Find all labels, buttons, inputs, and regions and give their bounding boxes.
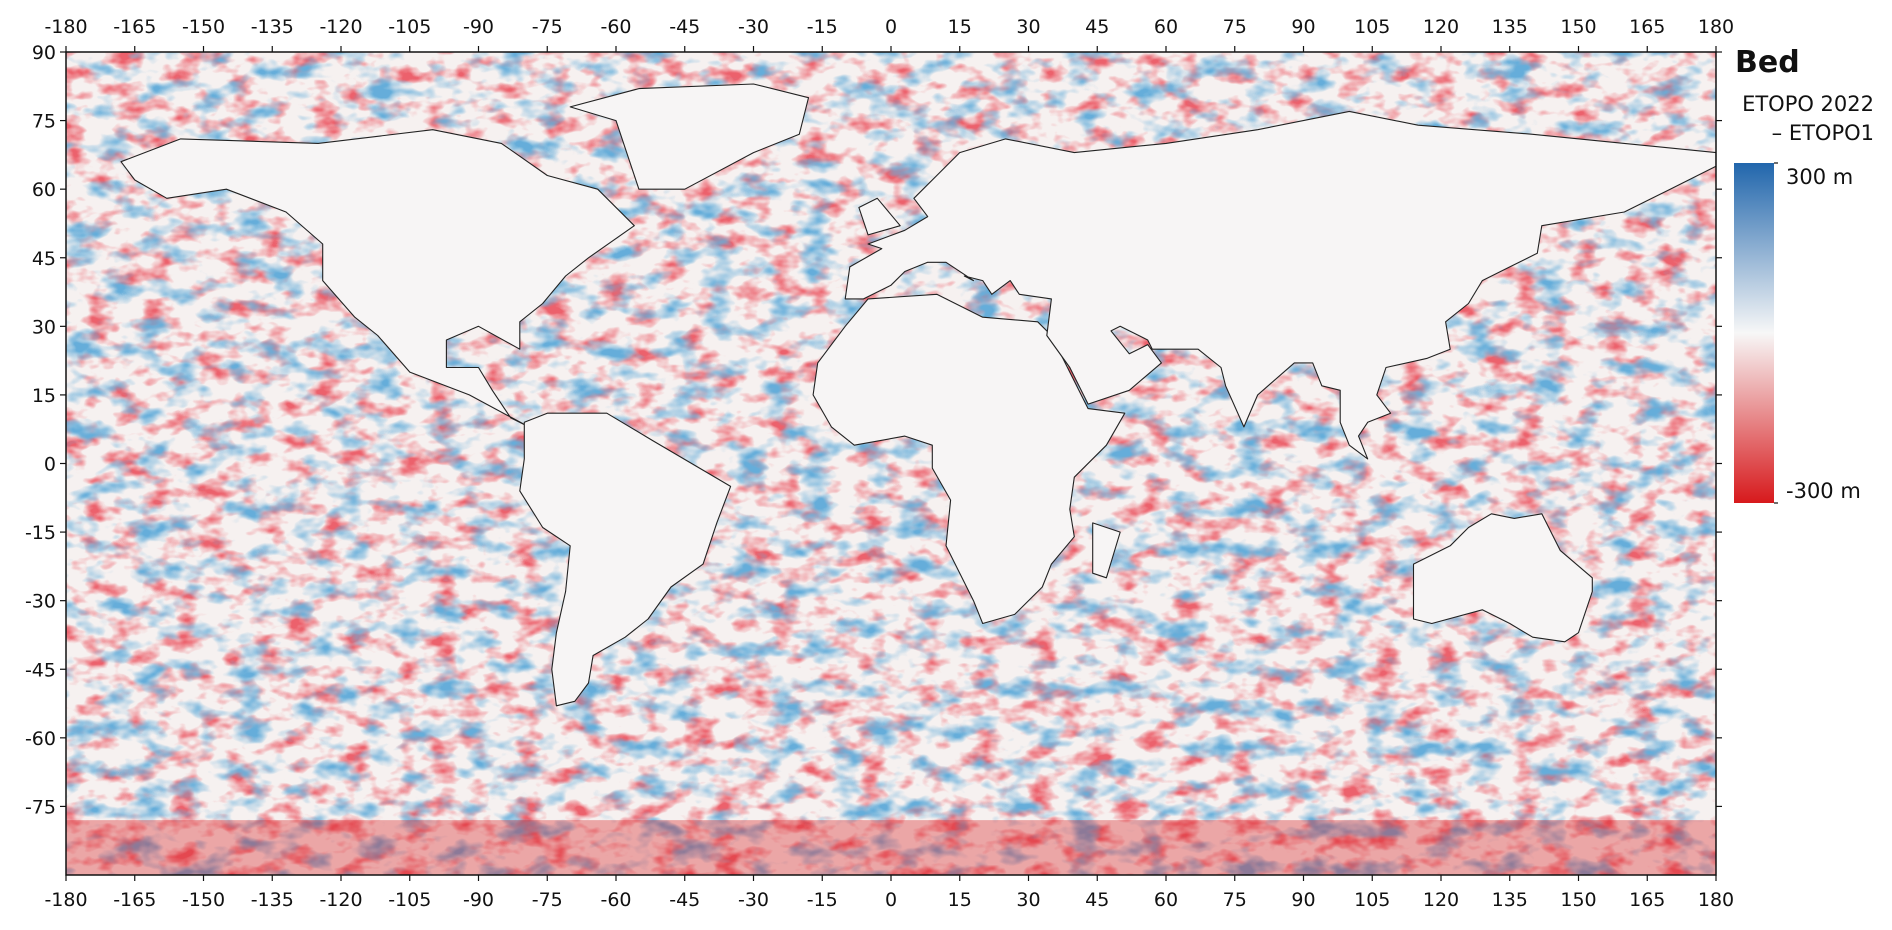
y-tick-label: -60 bbox=[25, 728, 56, 750]
x-tick-label-bottom: 120 bbox=[1423, 889, 1459, 911]
x-tick-label-bottom: 45 bbox=[1085, 889, 1109, 911]
x-tick-label-bottom: -135 bbox=[251, 889, 294, 911]
x-tick-label-bottom: -150 bbox=[182, 889, 225, 911]
x-tick-label-top: 45 bbox=[1085, 16, 1109, 38]
x-tick-label-top: 60 bbox=[1154, 16, 1178, 38]
x-tick-label-bottom: -15 bbox=[807, 889, 838, 911]
y-tick-label: -15 bbox=[25, 522, 56, 544]
x-tick-label-top: -135 bbox=[251, 16, 294, 38]
x-tick-label-bottom: 90 bbox=[1291, 889, 1315, 911]
x-tick-label-bottom: 165 bbox=[1629, 889, 1665, 911]
map-title: Bed bbox=[1735, 45, 1800, 80]
landmasses bbox=[66, 83, 1716, 875]
y-tick-label: 75 bbox=[32, 111, 56, 133]
x-tick-label-top: -150 bbox=[182, 16, 225, 38]
antarctic-band bbox=[66, 820, 1716, 875]
x-tick-label-top: 0 bbox=[885, 16, 897, 38]
x-tick-label-top: 180 bbox=[1698, 16, 1734, 38]
y-tick-label: 15 bbox=[32, 385, 56, 407]
x-tick-label-top: 75 bbox=[1223, 16, 1247, 38]
x-tick-label-bottom: -105 bbox=[388, 889, 431, 911]
x-tick-label-bottom: -30 bbox=[738, 889, 769, 911]
colorbar-tick-label: 300 m bbox=[1786, 165, 1853, 189]
landmass bbox=[1092, 522, 1121, 579]
landmass bbox=[812, 293, 1126, 625]
x-tick-label-bottom: 0 bbox=[885, 889, 897, 911]
y-tick-label: -75 bbox=[25, 796, 56, 818]
x-tick-label-bottom: -60 bbox=[600, 889, 631, 911]
y-tick-label: 90 bbox=[32, 42, 56, 64]
x-tick-label-top: -165 bbox=[113, 16, 156, 38]
y-tick-label: 60 bbox=[32, 179, 56, 201]
x-tick-label-top: -120 bbox=[319, 16, 362, 38]
x-tick-label-bottom: -75 bbox=[532, 889, 563, 911]
x-tick-label-top: -105 bbox=[388, 16, 431, 38]
x-tick-label-top: 30 bbox=[1016, 16, 1040, 38]
x-tick-label-top: 105 bbox=[1354, 16, 1390, 38]
x-tick-label-bottom: -45 bbox=[669, 889, 700, 911]
x-tick-label-bottom: -165 bbox=[113, 889, 156, 911]
x-tick-label-top: -30 bbox=[738, 16, 769, 38]
x-tick-label-top: -15 bbox=[807, 16, 838, 38]
y-tick-label: 45 bbox=[32, 248, 56, 270]
landmass bbox=[1412, 513, 1593, 643]
x-tick-label-bottom: 15 bbox=[948, 889, 972, 911]
y-tick-label: -30 bbox=[25, 591, 56, 613]
x-tick-label-bottom: -180 bbox=[44, 889, 87, 911]
colorbar-ramp bbox=[1734, 163, 1774, 503]
landmass bbox=[120, 129, 635, 428]
landmass bbox=[858, 197, 901, 236]
landmass bbox=[569, 83, 810, 190]
x-tick-label-bottom: -90 bbox=[463, 889, 494, 911]
x-tick-label-top: -180 bbox=[44, 16, 87, 38]
x-tick-label-bottom: -120 bbox=[319, 889, 362, 911]
y-tick-label: 0 bbox=[44, 454, 56, 476]
x-tick-label-top: -90 bbox=[463, 16, 494, 38]
map-subtitle: ETOPO 2022 bbox=[1742, 92, 1874, 116]
y-tick-label: 30 bbox=[32, 316, 56, 338]
x-tick-label-top: 90 bbox=[1291, 16, 1315, 38]
x-tick-label-bottom: 150 bbox=[1560, 889, 1596, 911]
x-tick-label-bottom: 60 bbox=[1154, 889, 1178, 911]
x-tick-label-top: 165 bbox=[1629, 16, 1665, 38]
x-tick-label-top: -60 bbox=[600, 16, 631, 38]
landmass bbox=[844, 110, 1716, 460]
x-tick-label-top: 15 bbox=[948, 16, 972, 38]
x-tick-label-bottom: 30 bbox=[1016, 889, 1040, 911]
x-tick-label-bottom: 135 bbox=[1492, 889, 1528, 911]
colorbar: 300 m -300 m bbox=[1734, 162, 1861, 504]
x-tick-label-top: -45 bbox=[669, 16, 700, 38]
x-tick-label-bottom: 105 bbox=[1354, 889, 1390, 911]
map-body bbox=[66, 52, 1716, 875]
x-tick-label-top: 120 bbox=[1423, 16, 1459, 38]
x-tick-label-top: 135 bbox=[1492, 16, 1528, 38]
x-tick-label-bottom: 75 bbox=[1223, 889, 1247, 911]
x-tick-label-bottom: 180 bbox=[1698, 889, 1734, 911]
colorbar-tick-label: -300 m bbox=[1786, 479, 1861, 503]
axes: -180-180-165-165-150-150-135-135-120-120… bbox=[25, 16, 1734, 911]
x-tick-label-top: -75 bbox=[532, 16, 563, 38]
y-tick-label: -45 bbox=[25, 659, 56, 681]
x-tick-label-top: 150 bbox=[1560, 16, 1596, 38]
map-subtitle: – ETOPO1 bbox=[1772, 121, 1874, 145]
landmass bbox=[519, 412, 732, 707]
